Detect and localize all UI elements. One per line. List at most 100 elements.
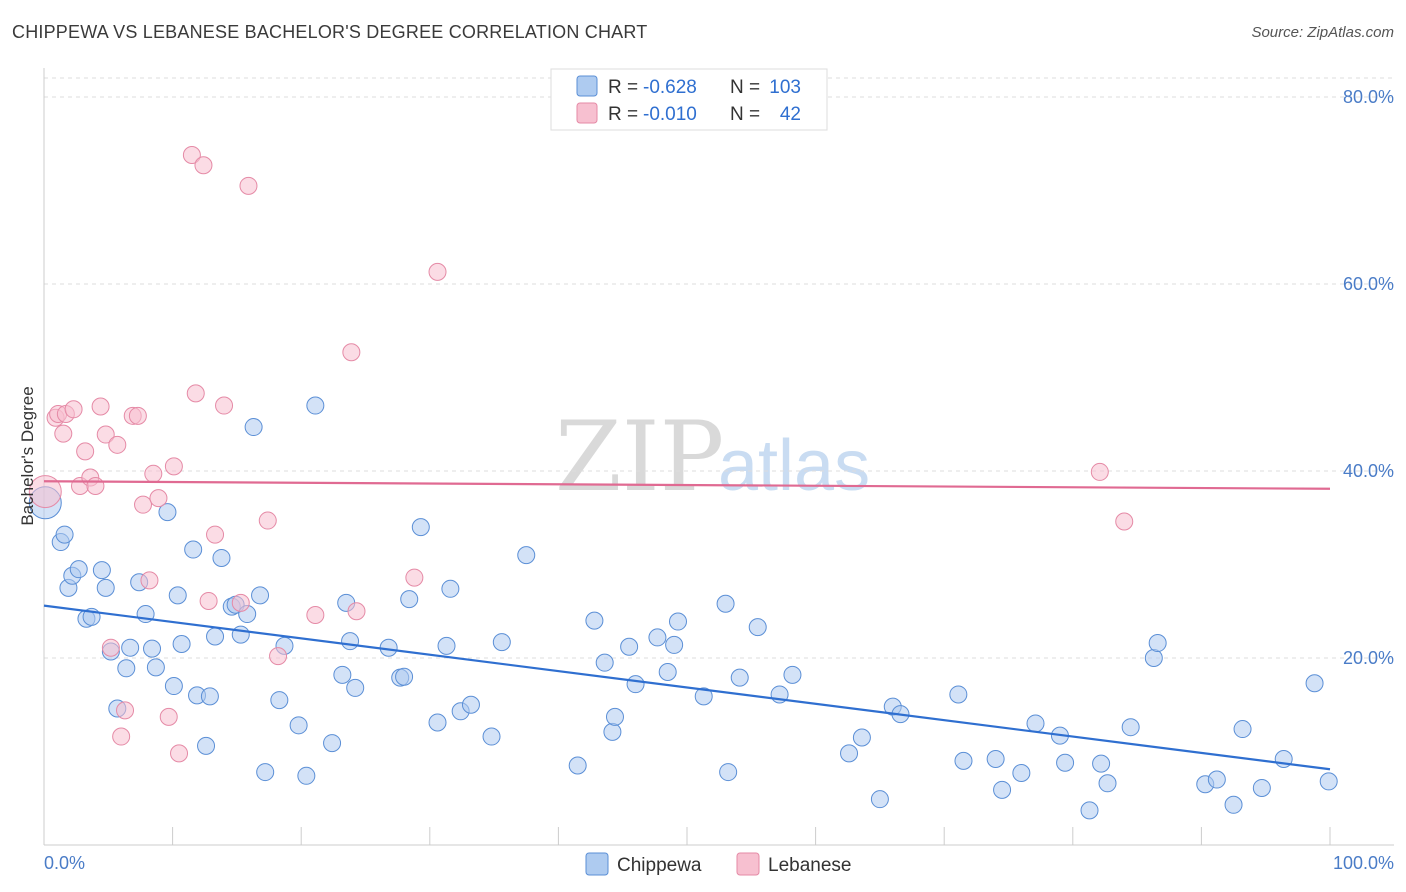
lebanese-point-41 bbox=[1115, 512, 1134, 531]
chippewa-point-16 bbox=[143, 639, 162, 658]
lebanese-point-36 bbox=[342, 343, 361, 362]
lebanese-point-3 bbox=[54, 424, 73, 443]
chippewa-point-35 bbox=[270, 691, 289, 710]
chippewa-point-24 bbox=[197, 736, 216, 755]
chippewa-point-55 bbox=[482, 727, 501, 746]
lebanese-point-21 bbox=[149, 489, 168, 508]
lebanese-point-24 bbox=[170, 744, 189, 763]
chippewa-point-41 bbox=[333, 665, 352, 684]
lebanese-point-32 bbox=[239, 176, 258, 195]
watermark-zip: ZIP bbox=[555, 401, 724, 513]
series-legend: Chippewa Lebanese bbox=[585, 852, 851, 876]
chippewa-point-65 bbox=[648, 628, 667, 647]
chippewa-point-86 bbox=[1026, 714, 1045, 733]
lebanese-point-12 bbox=[101, 638, 120, 657]
chippewa-point-85 bbox=[1012, 764, 1031, 783]
chippewa-points bbox=[28, 396, 1338, 820]
y-tick-label-60: 60.0% bbox=[1343, 274, 1394, 294]
legend-n-label-lebanese: N = bbox=[730, 104, 760, 125]
chippewa-point-71 bbox=[719, 763, 738, 782]
lebanese-point-23 bbox=[164, 457, 183, 476]
chippewa-point-57 bbox=[517, 546, 536, 565]
chippewa-point-9 bbox=[96, 578, 115, 597]
lebanese-point-9 bbox=[86, 476, 105, 495]
lebanese-point-27 bbox=[194, 156, 213, 175]
chippewa-point-88 bbox=[1056, 753, 1075, 772]
lebanese-point-28 bbox=[199, 591, 218, 610]
chippewa-point-51 bbox=[437, 636, 456, 655]
chippewa-point-18 bbox=[158, 503, 177, 522]
chippewa-point-66 bbox=[658, 663, 677, 682]
chart-source: Source: ZipAtlas.com bbox=[1251, 24, 1394, 41]
legend-r-label-chippewa: R = bbox=[608, 77, 638, 98]
chippewa-point-54 bbox=[461, 695, 480, 714]
bottom-legend-swatch-chippewa[interactable] bbox=[585, 852, 609, 876]
bottom-legend-swatch-lebanese[interactable] bbox=[736, 852, 760, 876]
y-tick-label-40: 40.0% bbox=[1343, 461, 1394, 481]
chippewa-point-69 bbox=[694, 687, 713, 706]
legend-r-value-lebanese: -0.010 bbox=[643, 104, 697, 125]
chippewa-point-89 bbox=[1080, 801, 1099, 820]
y-tick-label-80: 80.0% bbox=[1343, 87, 1394, 107]
chippewa-point-44 bbox=[346, 678, 365, 697]
lebanese-point-31 bbox=[231, 593, 250, 612]
chippewa-point-59 bbox=[585, 611, 604, 630]
chippewa-point-38 bbox=[297, 766, 316, 785]
chippewa-point-33 bbox=[251, 586, 270, 605]
chippewa-point-96 bbox=[1207, 770, 1226, 789]
legend-r-value-chippewa: -0.628 bbox=[643, 77, 697, 98]
bottom-legend-label-lebanese[interactable]: Lebanese bbox=[768, 855, 851, 876]
lebanese-point-39 bbox=[428, 262, 447, 281]
chippewa-point-47 bbox=[395, 667, 414, 686]
lebanese-point-34 bbox=[269, 647, 288, 666]
chippewa-point-39 bbox=[306, 396, 325, 415]
chippewa-point-21 bbox=[172, 634, 191, 653]
lebanese-point-11 bbox=[96, 425, 115, 444]
chippewa-point-26 bbox=[206, 627, 225, 646]
chippewa-point-25 bbox=[200, 687, 219, 706]
lebanese-point-37 bbox=[347, 602, 366, 621]
chippewa-point-56 bbox=[492, 633, 511, 652]
chippewa-trend-line bbox=[43, 604, 1331, 771]
lebanese-point-18 bbox=[134, 495, 153, 514]
chippewa-point-19 bbox=[164, 677, 183, 696]
lebanese-point-26 bbox=[186, 384, 205, 403]
chippewa-point-13 bbox=[121, 638, 140, 657]
trend-lines bbox=[43, 480, 1331, 771]
chippewa-point-76 bbox=[840, 744, 859, 763]
chippewa-point-84 bbox=[993, 780, 1012, 799]
chippewa-point-82 bbox=[954, 751, 973, 770]
axis-ticks: 20.0% 40.0% 60.0% 80.0% bbox=[43, 87, 1394, 845]
chippewa-point-48 bbox=[400, 590, 419, 609]
chippewa-point-2 bbox=[55, 525, 74, 544]
stats-legend: R = -0.628 N = 103 R = -0.010 N = 42 bbox=[550, 68, 828, 131]
chippewa-point-98 bbox=[1233, 720, 1252, 739]
chippewa-point-91 bbox=[1098, 774, 1117, 793]
chippewa-point-63 bbox=[620, 637, 639, 656]
chippewa-point-8 bbox=[92, 561, 111, 580]
lebanese-point-0 bbox=[28, 475, 62, 509]
chippewa-point-77 bbox=[852, 728, 871, 747]
chippewa-point-90 bbox=[1092, 754, 1111, 773]
lebanese-point-33 bbox=[258, 511, 277, 530]
chippewa-point-22 bbox=[184, 540, 203, 559]
lebanese-point-10 bbox=[91, 397, 110, 416]
lebanese-point-7 bbox=[76, 442, 95, 461]
lebanese-point-17 bbox=[128, 406, 147, 425]
lebanese-point-35 bbox=[306, 605, 325, 624]
chart-title: CHIPPEWA VS LEBANESE BACHELOR'S DEGREE C… bbox=[12, 22, 648, 42]
chippewa-point-68 bbox=[668, 612, 687, 631]
x-tick-label-min: 0.0% bbox=[44, 853, 85, 873]
bottom-legend-label-chippewa[interactable]: Chippewa bbox=[617, 855, 702, 876]
watermark-atlas: atlas bbox=[718, 426, 870, 506]
y-axis-label: Bachelor's Degree bbox=[18, 386, 37, 525]
lebanese-points bbox=[28, 145, 1134, 763]
chippewa-point-101 bbox=[1305, 674, 1324, 693]
chippewa-point-99 bbox=[1252, 778, 1271, 797]
chippewa-point-81 bbox=[949, 685, 968, 704]
chippewa-point-102 bbox=[1319, 772, 1338, 791]
lebanese-point-5 bbox=[64, 400, 83, 419]
grid-lines bbox=[44, 77, 1394, 659]
chippewa-point-78 bbox=[870, 790, 889, 809]
chippewa-point-37 bbox=[289, 716, 308, 735]
